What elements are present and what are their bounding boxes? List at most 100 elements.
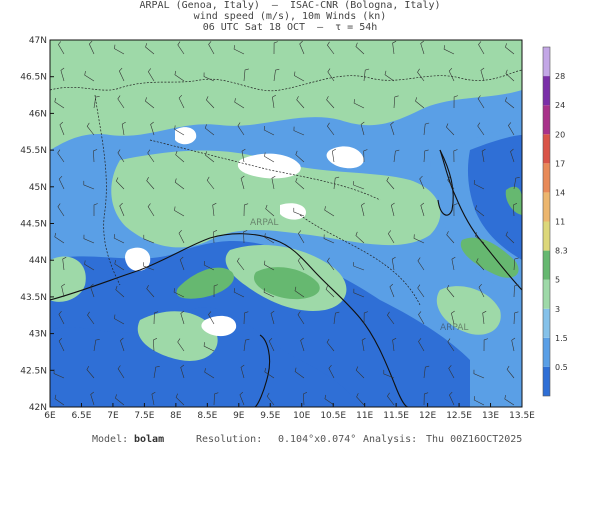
- wind-barb: [420, 202, 425, 217]
- field-region: [176, 267, 234, 299]
- wind-barb: [86, 122, 95, 136]
- wind-barb: [84, 71, 95, 82]
- wind-barb: [174, 178, 185, 190]
- wind-barb: [145, 97, 155, 109]
- wind-barb: [353, 262, 365, 271]
- corsica-coast: [254, 334, 271, 407]
- field-region: [326, 146, 364, 169]
- resolution-label: Resolution:: [196, 434, 263, 445]
- wind-barb: [212, 230, 218, 244]
- wind-barb: [118, 67, 125, 82]
- wind-barb: [203, 72, 215, 82]
- colorbar-segment: [543, 76, 550, 106]
- wind-barb: [420, 40, 425, 55]
- wind-barb: [93, 149, 98, 163]
- wind-barb: [151, 391, 156, 406]
- wind-barb: [147, 68, 155, 82]
- field-region: [175, 127, 197, 145]
- wind-barb: [511, 337, 516, 352]
- colorbar-segment: [543, 279, 550, 309]
- border-line: [50, 69, 522, 92]
- wind-barb: [415, 97, 425, 109]
- field-region: [201, 315, 237, 337]
- wind-barb: [62, 256, 67, 271]
- wind-barb: [243, 311, 249, 325]
- wind-barb: [61, 283, 66, 298]
- watermark: ARPAL: [440, 323, 468, 333]
- wind-barb: [266, 392, 275, 406]
- wind-barb: [418, 338, 425, 352]
- wind-barb: [178, 229, 185, 244]
- wind-barb: [83, 234, 95, 244]
- wind-barb: [115, 285, 125, 298]
- wind-barb: [90, 283, 95, 298]
- longitude-axis: 6E 6.5E 7E 7.5E 8E 8.5E 9E 9.5E 10E 10.5E 11E 11.5E…: [44, 403, 535, 421]
- wind-barb: [353, 99, 365, 109]
- wind-barb: [384, 70, 395, 82]
- lon-tick-label: 10E: [293, 411, 310, 421]
- title-line-1: ARPAL (Genoa, Italy) — ISAC-CNR (Bologna…: [139, 0, 441, 11]
- wind-barb: [353, 181, 365, 190]
- wind-barb: [480, 67, 485, 82]
- wind-barb: [300, 337, 305, 352]
- colorbar-tick-label: 3: [555, 305, 560, 314]
- wind-barb: [114, 44, 125, 55]
- colorbar-tick-label: 20: [555, 130, 565, 139]
- wind-barb: [178, 94, 185, 109]
- wind-barb: [451, 256, 456, 271]
- wind-barb: [481, 148, 486, 163]
- colorbar-segment: [543, 337, 550, 367]
- wind-barb: [478, 41, 485, 55]
- wind-barb: [448, 365, 455, 379]
- lon-tick-label: 8E: [170, 411, 182, 421]
- wind-barb: [294, 71, 305, 82]
- wind-barb: [504, 395, 515, 406]
- wind-barb: [296, 96, 305, 109]
- wind-barb: [355, 42, 365, 55]
- colorbar-segment: [543, 308, 550, 338]
- colorbar-segment: [543, 221, 550, 251]
- wind-barb: [54, 394, 65, 406]
- wind-barb: [423, 122, 430, 136]
- wind-barb: [505, 43, 515, 55]
- lon-tick-label: 9E: [233, 411, 245, 421]
- wind-barb: [419, 175, 425, 190]
- wind-barb: [233, 45, 245, 55]
- wind-barb: [147, 203, 155, 217]
- map-title: ARPAL (Genoa, Italy) — ISAC-CNR (Bologna…: [0, 0, 580, 33]
- wind-barb: [180, 310, 185, 325]
- lat-tick-label: 45.5N: [20, 146, 47, 156]
- ligurian-coast: [50, 233, 409, 407]
- lon-tick-label: 10.5E: [320, 411, 346, 421]
- wind-barb: [417, 68, 425, 82]
- field-region: [137, 311, 218, 361]
- wind-barbs: [53, 40, 520, 406]
- wind-barb: [298, 230, 305, 244]
- wind-barb: [417, 284, 425, 298]
- wind-barb: [390, 121, 395, 136]
- wind-barb: [324, 394, 335, 406]
- wind-barb: [115, 394, 125, 406]
- wind-barb: [270, 310, 275, 325]
- wind-barb: [233, 288, 245, 298]
- wind-barb: [453, 149, 458, 163]
- wind-barb: [482, 310, 487, 325]
- wind-barb: [236, 257, 245, 271]
- lon-tick-label: 6E: [44, 411, 56, 421]
- wind-barb: [327, 41, 335, 55]
- wind-map: ARPAL ARPAL 47N46.5N46N45.5N45N44.5N44N4…: [20, 36, 568, 421]
- wind-barb: [115, 177, 125, 190]
- wind-barb: [297, 257, 305, 271]
- colorbar-tick-label: 1.5: [555, 334, 568, 343]
- lat-tick-label: 42N: [29, 403, 47, 413]
- lat-tick-label: 44.5N: [20, 220, 47, 230]
- wind-barb: [355, 366, 365, 379]
- wind-barb: [386, 177, 395, 190]
- adriatic-coast: [439, 149, 522, 291]
- wind-barb: [477, 95, 485, 109]
- wind-barb: [177, 41, 185, 55]
- wind-barb: [363, 68, 370, 82]
- resolution-value: 0.104°x0.074°: [278, 434, 357, 445]
- wind-barb: [237, 122, 245, 136]
- wind-barb: [54, 97, 65, 109]
